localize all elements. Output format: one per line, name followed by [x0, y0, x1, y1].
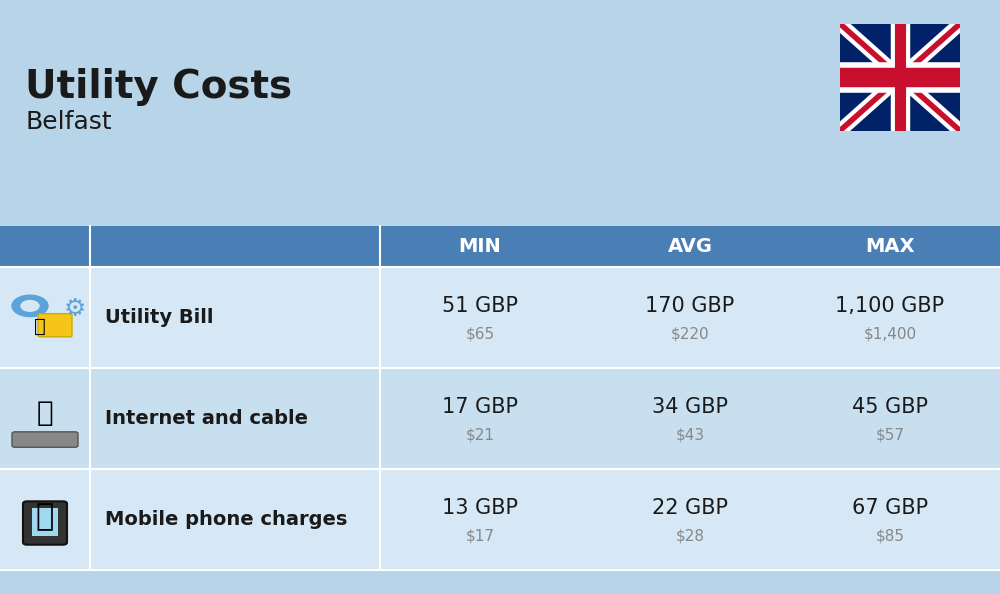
- Text: 51 GBP: 51 GBP: [442, 296, 518, 316]
- Text: $85: $85: [876, 529, 904, 544]
- FancyBboxPatch shape: [0, 267, 1000, 368]
- Text: Mobile phone charges: Mobile phone charges: [105, 510, 347, 529]
- FancyBboxPatch shape: [32, 508, 58, 536]
- Text: 22 GBP: 22 GBP: [652, 498, 728, 518]
- Text: $57: $57: [876, 428, 904, 443]
- Text: 🔌: 🔌: [34, 317, 46, 336]
- Text: $43: $43: [675, 428, 705, 443]
- Text: $28: $28: [676, 529, 704, 544]
- FancyBboxPatch shape: [0, 368, 1000, 469]
- Text: $220: $220: [671, 327, 709, 342]
- Text: $1,400: $1,400: [863, 327, 917, 342]
- Text: Utility Bill: Utility Bill: [105, 308, 214, 327]
- Circle shape: [12, 295, 48, 317]
- Text: 📱: 📱: [36, 503, 54, 531]
- Circle shape: [21, 301, 39, 311]
- Text: 1,100 GBP: 1,100 GBP: [835, 296, 945, 316]
- Text: ⚙: ⚙: [64, 297, 86, 321]
- FancyBboxPatch shape: [840, 24, 960, 131]
- Text: Utility Costs: Utility Costs: [25, 68, 292, 106]
- Text: 170 GBP: 170 GBP: [645, 296, 735, 316]
- Text: 45 GBP: 45 GBP: [852, 397, 928, 417]
- Text: Internet and cable: Internet and cable: [105, 409, 308, 428]
- Text: Belfast: Belfast: [25, 110, 112, 134]
- Text: 34 GBP: 34 GBP: [652, 397, 728, 417]
- FancyBboxPatch shape: [0, 469, 1000, 570]
- Text: MAX: MAX: [865, 237, 915, 256]
- Text: 17 GBP: 17 GBP: [442, 397, 518, 417]
- Text: $65: $65: [465, 327, 495, 342]
- Text: 67 GBP: 67 GBP: [852, 498, 928, 518]
- Text: 13 GBP: 13 GBP: [442, 498, 518, 518]
- Text: 📶: 📶: [37, 399, 53, 427]
- FancyBboxPatch shape: [38, 314, 72, 337]
- Text: AVG: AVG: [668, 237, 712, 256]
- Text: MIN: MIN: [459, 237, 501, 256]
- FancyBboxPatch shape: [23, 501, 67, 545]
- Text: $21: $21: [466, 428, 494, 443]
- FancyBboxPatch shape: [0, 226, 1000, 267]
- Text: $17: $17: [466, 529, 494, 544]
- FancyBboxPatch shape: [12, 432, 78, 447]
